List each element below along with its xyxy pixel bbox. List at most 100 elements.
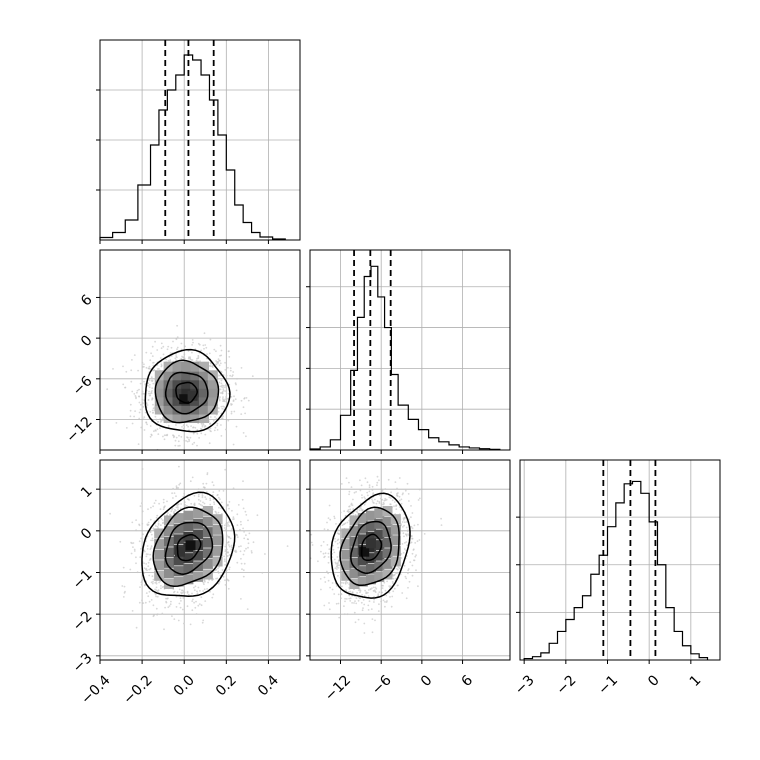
scatter-point <box>153 502 156 504</box>
scatter-point <box>169 352 172 354</box>
scatter-point <box>124 386 126 389</box>
density-cell <box>173 513 184 524</box>
scatter-point <box>215 363 218 366</box>
scatter-point <box>158 502 161 505</box>
scatter-point <box>180 357 183 360</box>
scatter-point <box>223 527 226 529</box>
density-cell <box>164 568 174 579</box>
scatter-point <box>393 573 396 576</box>
scatter-point <box>178 602 181 605</box>
scatter-point <box>239 520 242 523</box>
scatter-point <box>370 608 373 610</box>
scatter-point <box>400 502 403 505</box>
scatter-point <box>185 440 188 442</box>
scatter-point <box>240 367 243 369</box>
scatter-point <box>176 324 179 327</box>
scatter-point <box>240 557 242 560</box>
scatter-point <box>339 511 342 514</box>
scatter-point <box>148 390 151 393</box>
scatter-point <box>142 418 145 421</box>
scatter-point <box>200 604 203 607</box>
scatter-point <box>340 581 343 584</box>
scatter-point <box>230 548 233 551</box>
scatter-point <box>252 541 255 544</box>
scatter-point <box>217 407 220 410</box>
scatter-point <box>402 551 405 554</box>
scatter-point <box>143 429 146 431</box>
scatter-point <box>331 588 334 591</box>
density-cell <box>357 566 368 577</box>
scatter-point <box>138 540 141 543</box>
scatter-point <box>411 529 414 532</box>
scatter-point <box>182 622 185 625</box>
contour-line <box>330 492 411 599</box>
scatter-point <box>132 542 135 544</box>
scatter-point <box>371 489 374 491</box>
scatter-point <box>381 587 384 589</box>
density-cell <box>212 556 223 567</box>
scatter-point <box>407 572 409 575</box>
contour-line <box>164 521 214 575</box>
scatter-point <box>327 572 329 575</box>
scatter-point <box>187 593 190 596</box>
density-cell <box>173 576 184 587</box>
scatter-point <box>157 523 160 526</box>
scatter-point <box>175 424 177 426</box>
scatter-point <box>142 406 145 408</box>
scatter-point <box>203 332 206 335</box>
scatter-point <box>220 405 223 408</box>
scatter-point <box>310 533 313 536</box>
scatter-point <box>224 545 227 548</box>
scatter-point <box>199 500 202 502</box>
scatter-point <box>242 575 245 578</box>
scatter-point <box>389 585 392 588</box>
scatter-point <box>334 540 337 543</box>
scatter-point <box>226 521 229 524</box>
marginal-panel-3 <box>516 459 721 664</box>
scatter-point <box>220 349 223 352</box>
scatter-point <box>221 390 224 393</box>
scatter-point <box>155 516 158 519</box>
density-cell <box>163 378 174 389</box>
scatter-point <box>159 580 162 583</box>
scatter-point <box>225 374 228 377</box>
scatter-point <box>264 553 266 555</box>
scatter-point <box>219 396 221 398</box>
scatter-point <box>361 609 364 612</box>
scatter-point <box>411 564 414 567</box>
scatter-point <box>340 518 343 521</box>
scatter-point <box>195 359 198 362</box>
scatter-point <box>212 498 215 501</box>
scatter-point <box>229 537 232 540</box>
scatter-point <box>230 544 233 547</box>
scatter-point <box>233 518 235 520</box>
scatter-point <box>209 503 212 506</box>
scatter-point <box>133 393 136 395</box>
contour-line <box>339 506 400 587</box>
scatter-point <box>218 359 221 362</box>
scatter-point <box>408 500 410 502</box>
scatter-point <box>360 601 363 604</box>
scatter-point <box>344 581 347 584</box>
contour-line <box>360 533 383 561</box>
scatter-point <box>400 509 403 511</box>
scatter-point <box>221 569 224 571</box>
scatter-point <box>147 565 150 568</box>
scatter-point <box>150 533 153 536</box>
scatter-point <box>389 596 391 598</box>
scatter-point <box>176 346 179 349</box>
scatter-point <box>160 365 163 368</box>
scatter-point <box>148 394 151 397</box>
scatter-point <box>141 361 144 364</box>
scatter-point <box>327 561 330 564</box>
scatter-point <box>242 553 245 556</box>
scatter-point <box>360 505 362 508</box>
scatter-point <box>147 553 149 556</box>
scatter-point <box>191 351 193 354</box>
scatter-point <box>112 368 114 370</box>
scatter-point <box>145 553 148 555</box>
density-cell <box>349 557 360 568</box>
scatter-point <box>159 524 162 527</box>
density-cell <box>341 549 352 560</box>
scatter-point <box>366 481 369 484</box>
